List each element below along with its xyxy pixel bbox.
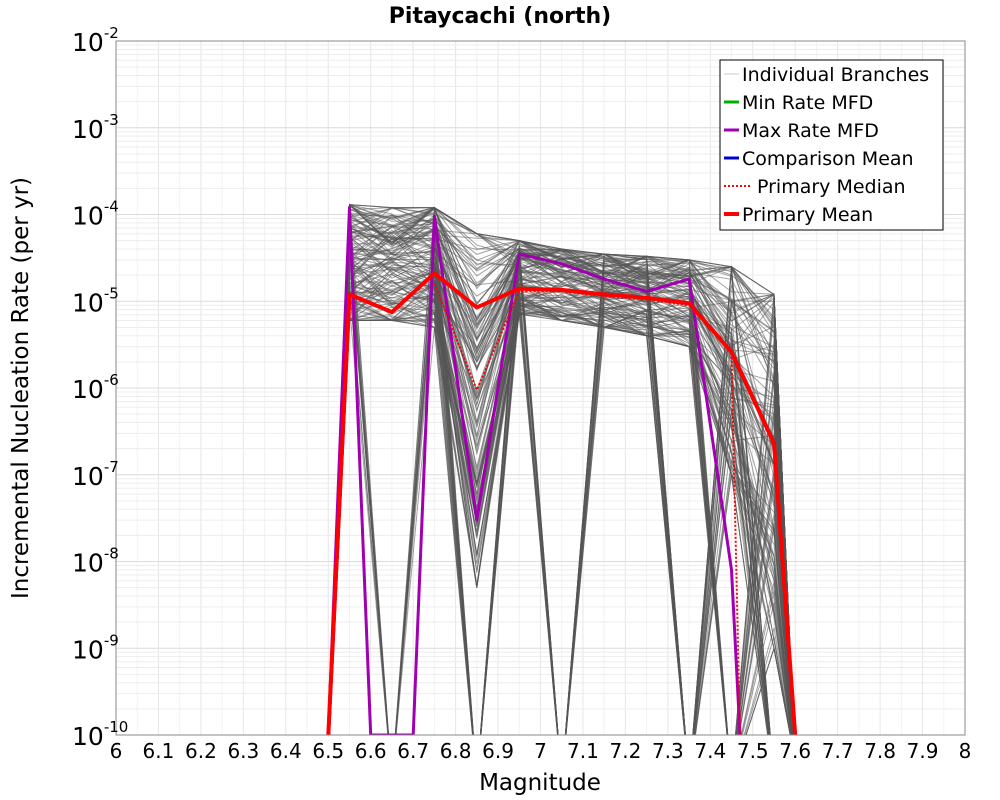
y-tick-label: 10-3 bbox=[72, 111, 119, 144]
branch-line bbox=[328, 214, 794, 735]
x-tick-label: 7.3 bbox=[652, 739, 684, 763]
branch-line bbox=[328, 206, 795, 735]
x-tick-label: 7.7 bbox=[822, 739, 854, 763]
legend-box bbox=[719, 59, 944, 231]
legend-label: Min Rate MFD bbox=[742, 92, 873, 114]
x-tick-label: 7.6 bbox=[779, 739, 811, 763]
x-tick-label: 7 bbox=[534, 739, 547, 763]
grid bbox=[115, 41, 966, 736]
legend-item: Comparison Mean bbox=[724, 148, 914, 170]
branch-line bbox=[328, 284, 794, 735]
individual-branches bbox=[328, 203, 795, 735]
legend-label: Primary Mean bbox=[742, 204, 873, 226]
branch-line bbox=[328, 228, 795, 735]
legend-item: Primary Median bbox=[724, 176, 906, 198]
y-tick-label: 10-4 bbox=[72, 198, 119, 231]
x-tick-label: 6.1 bbox=[143, 739, 175, 763]
legend-label: Primary Median bbox=[757, 176, 906, 198]
x-tick-label: 7.4 bbox=[694, 739, 726, 763]
x-tick-label: 6.5 bbox=[312, 739, 344, 763]
legend: Individual Branches Min Rate MFD Max Rate … bbox=[719, 59, 944, 231]
max-rate-mfd-line bbox=[326, 206, 742, 735]
branch-line bbox=[328, 273, 793, 735]
branch-line bbox=[328, 204, 771, 735]
legend-label: Comparison Mean bbox=[742, 148, 914, 170]
branch-line bbox=[329, 290, 793, 735]
x-tick-label: 6.4 bbox=[270, 739, 302, 763]
x-tick-label: 6.7 bbox=[397, 739, 429, 763]
x-tick-label: 6.8 bbox=[440, 739, 472, 763]
x-tick-label: 6.2 bbox=[185, 739, 217, 763]
legend-item: Max Rate MFD bbox=[724, 120, 879, 142]
x-tick-label: 6.3 bbox=[227, 739, 259, 763]
y-tick-label: 10-8 bbox=[72, 545, 119, 578]
plot-frame bbox=[115, 40, 966, 736]
legend-item: Individual Branches bbox=[724, 64, 929, 86]
x-tick-label: 7.8 bbox=[864, 739, 896, 763]
y-tick-label: 10-5 bbox=[72, 284, 119, 317]
y-tick-label: 10-6 bbox=[72, 371, 119, 404]
branch-line bbox=[329, 304, 792, 735]
branch-line bbox=[328, 257, 793, 735]
x-axis-label: Magnitude bbox=[479, 770, 601, 796]
branch-line bbox=[328, 284, 794, 735]
branch-line bbox=[328, 205, 795, 735]
branch-line bbox=[328, 219, 795, 735]
legend-label: Max Rate MFD bbox=[742, 120, 879, 142]
chart-title: Pitaycachi (north) bbox=[389, 4, 611, 29]
x-tick-label: 6 bbox=[110, 739, 123, 763]
branch-line bbox=[328, 215, 771, 735]
x-tick-label: 8 bbox=[959, 739, 972, 763]
branch-line bbox=[328, 214, 771, 735]
y-tick-label: 10-9 bbox=[72, 631, 119, 664]
legend-item: Min Rate MFD bbox=[724, 92, 873, 114]
y-tick-label: 10-10 bbox=[72, 718, 128, 751]
x-tick-label: 7.1 bbox=[567, 739, 599, 763]
x-tick-label: 7.9 bbox=[907, 739, 939, 763]
legend-label: Individual Branches bbox=[742, 64, 929, 86]
x-tick-label: 6.6 bbox=[355, 739, 387, 763]
y-tick-label: 10-2 bbox=[72, 24, 119, 57]
branch-line bbox=[328, 299, 792, 735]
branch-line bbox=[328, 257, 771, 735]
x-tick-labels: 6 6.1 6.2 6.3 6.4 6.5 6.6 6.7 6.8 6.9 7 7.1 7.2 7.3 7.… bbox=[110, 739, 972, 763]
branch-line bbox=[328, 203, 795, 735]
branch-line bbox=[328, 268, 793, 735]
branch-line bbox=[329, 281, 793, 735]
series-lines bbox=[326, 206, 798, 735]
legend-item: Primary Mean bbox=[724, 204, 873, 226]
x-tick-label: 7.2 bbox=[609, 739, 641, 763]
x-tick-label: 6.9 bbox=[482, 739, 514, 763]
branch-line bbox=[328, 287, 794, 735]
y-tick-label: 10-7 bbox=[72, 458, 119, 491]
primary-mean-line bbox=[326, 271, 798, 735]
y-axis-label: Incremental Nucleation Rate (per yr) bbox=[8, 177, 34, 599]
branch-line bbox=[329, 284, 792, 735]
branch-line bbox=[328, 229, 795, 735]
branch-line bbox=[328, 224, 795, 735]
y-tick-labels: 10-10 10-9 10-8 10-7 10-6 10-5 10-4 10-3 10-2 bbox=[72, 24, 128, 751]
x-tick-label: 7.5 bbox=[737, 739, 769, 763]
